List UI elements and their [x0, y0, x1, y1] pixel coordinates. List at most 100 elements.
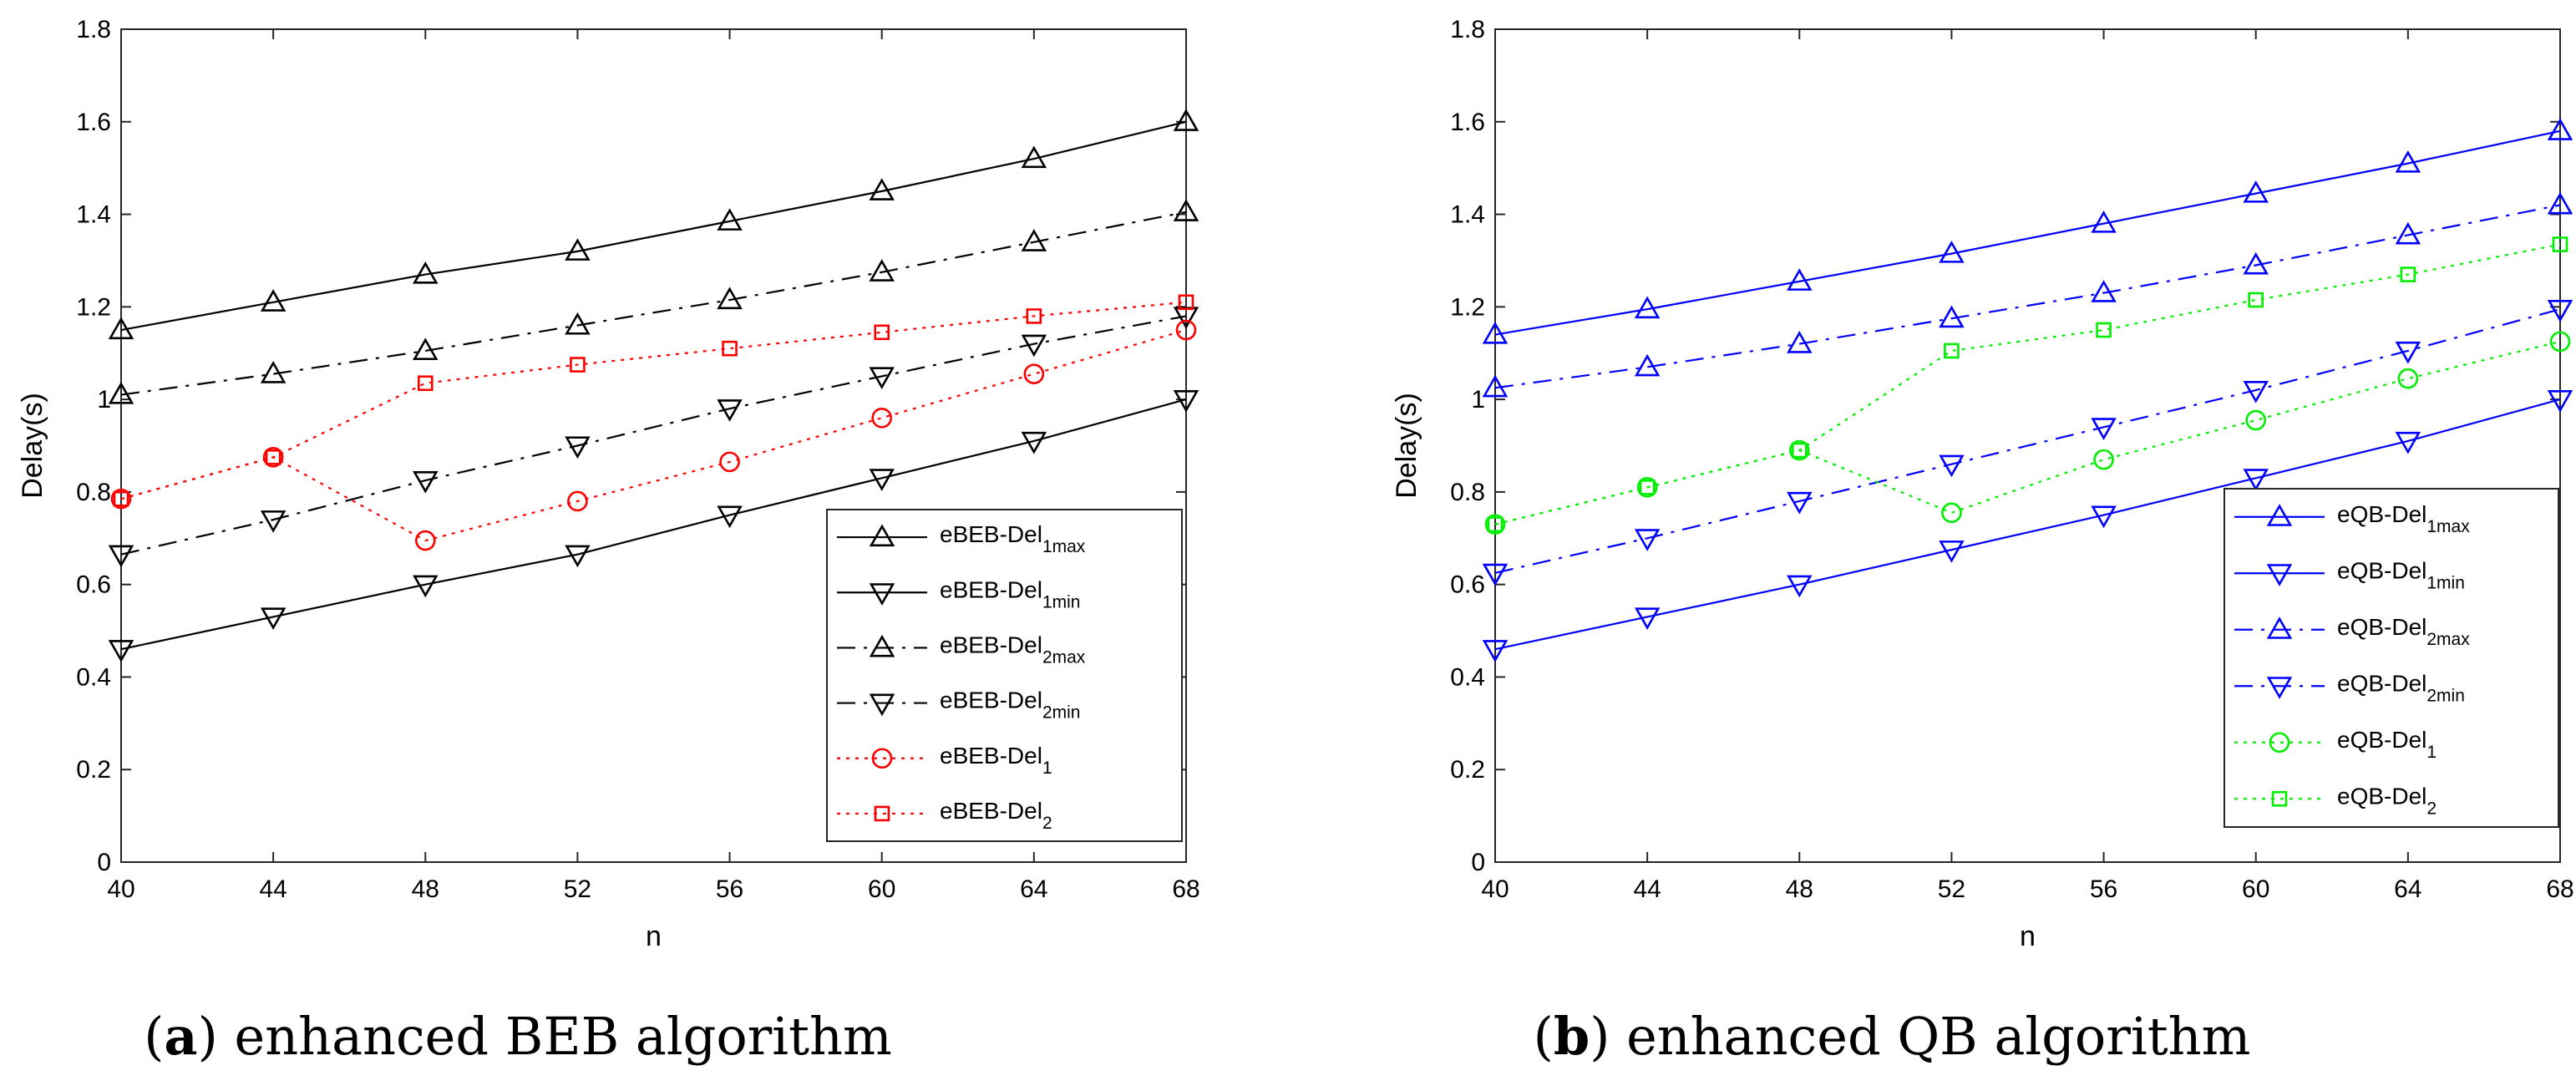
series-line — [120, 315, 1187, 556]
data-point — [1634, 529, 1661, 551]
y-tick-label: 1.4 — [76, 201, 111, 229]
legend-marker — [2266, 677, 2293, 699]
data-point — [108, 640, 134, 662]
data-point — [2093, 449, 2114, 470]
series-eqb-del-2min — [1482, 300, 2573, 586]
data-point — [1787, 268, 1813, 291]
x-tick-label: 40 — [1481, 875, 1509, 903]
data-point — [2091, 505, 2117, 529]
legend-box — [826, 509, 1183, 842]
series-line — [120, 211, 1187, 396]
legend-label-subscript: 1max — [2426, 517, 2470, 536]
y-axis-label: Delay(s) — [17, 393, 48, 499]
y-tick-label: 0.6 — [76, 571, 111, 599]
data-point — [2395, 150, 2421, 173]
data-point — [414, 530, 436, 551]
data-point — [1939, 454, 1965, 478]
data-point — [1173, 199, 1199, 221]
data-point — [260, 361, 287, 383]
data-point — [722, 340, 738, 357]
data-point — [110, 488, 132, 510]
y-tick-label: 0.6 — [1450, 571, 1485, 599]
data-point — [1021, 229, 1047, 251]
data-point — [2243, 180, 2269, 203]
data-point — [570, 357, 586, 373]
chart-panel-a: 40 44 48 52 56 60 64 68 0 0.2 0.4 0.6 0.8 1 1.2 1.4 1.6 1… — [17, 16, 1200, 952]
data-point — [869, 469, 895, 491]
y-tick-label: 1.4 — [1450, 201, 1485, 229]
legend-marker — [871, 748, 893, 769]
data-point — [2549, 331, 2571, 353]
data-point — [2395, 341, 2421, 364]
data-point — [869, 367, 895, 390]
data-point — [262, 447, 284, 468]
legend-marker — [2271, 790, 2288, 807]
series-ebeb-del-1min — [108, 390, 1199, 662]
data-point — [1639, 480, 1656, 495]
data-point — [874, 324, 890, 341]
data-point — [1021, 431, 1047, 454]
data-point — [260, 510, 287, 533]
x-tick-label: 44 — [1633, 875, 1661, 903]
y-axis-label: Delay(s) — [1391, 393, 1422, 499]
y-tick-label: 0.2 — [76, 756, 111, 784]
series-ebeb-del-2min — [108, 307, 1199, 568]
data-point — [1788, 439, 1810, 461]
series-line — [1494, 308, 2561, 574]
data-point — [2243, 469, 2269, 491]
y-tick-label: 1.8 — [76, 16, 111, 43]
x-tick-label: 64 — [1020, 875, 1047, 903]
data-point — [1634, 353, 1661, 377]
data-point — [1178, 294, 1194, 311]
data-point — [1023, 363, 1045, 384]
data-point — [1021, 334, 1047, 358]
legend-marker — [874, 805, 890, 822]
data-point — [1482, 640, 1509, 662]
y-tick-label: 0 — [1471, 849, 1485, 876]
data-point — [567, 490, 588, 512]
series-line — [120, 398, 1187, 651]
data-point — [2395, 431, 2421, 454]
y-tick-label: 1 — [97, 386, 111, 414]
y-tick-label: 1.6 — [1450, 109, 1485, 136]
data-point — [717, 399, 743, 422]
data-point — [1173, 390, 1199, 413]
data-point — [2552, 236, 2568, 252]
x-tick-label: 56 — [2090, 875, 2117, 903]
legend-marker — [869, 524, 895, 547]
data-point — [2243, 380, 2269, 403]
series-line — [120, 301, 1187, 500]
caption-b-letter: b — [1554, 1006, 1590, 1067]
legend-box — [2224, 488, 2559, 828]
series-line — [1494, 398, 2561, 651]
legend-label-subscript: 2max — [2426, 630, 2470, 649]
data-point — [565, 312, 591, 335]
data-point — [260, 607, 287, 631]
data-point — [1175, 319, 1197, 341]
legend-label-subscript: 2 — [2426, 799, 2437, 818]
data-point — [108, 381, 134, 404]
series-ebeb-del-2max — [108, 199, 1199, 404]
series-eqb-del-2 — [1487, 236, 2568, 532]
series-eqb-del-1min — [1482, 390, 2573, 662]
data-point — [2547, 118, 2573, 140]
x-tick-label: 60 — [2242, 875, 2269, 903]
legend-marker — [869, 693, 895, 717]
data-point — [265, 449, 281, 465]
data-point — [2395, 221, 2421, 245]
data-point — [1482, 321, 1509, 344]
x-tick-label: 56 — [716, 875, 743, 903]
legend-marker — [2266, 564, 2293, 586]
data-point — [1482, 563, 1509, 586]
data-point — [1787, 491, 1813, 515]
data-point — [1939, 241, 1965, 263]
series-line — [1494, 204, 2561, 389]
x-tick-label: 40 — [107, 875, 134, 903]
data-point — [108, 317, 134, 340]
y-tick-label: 1.2 — [1450, 293, 1485, 321]
data-point — [869, 178, 895, 200]
legend-label-subscript: 2max — [1042, 647, 1086, 667]
y-tick-label: 0.8 — [76, 479, 111, 506]
y-tick-label: 0.2 — [1450, 756, 1485, 784]
